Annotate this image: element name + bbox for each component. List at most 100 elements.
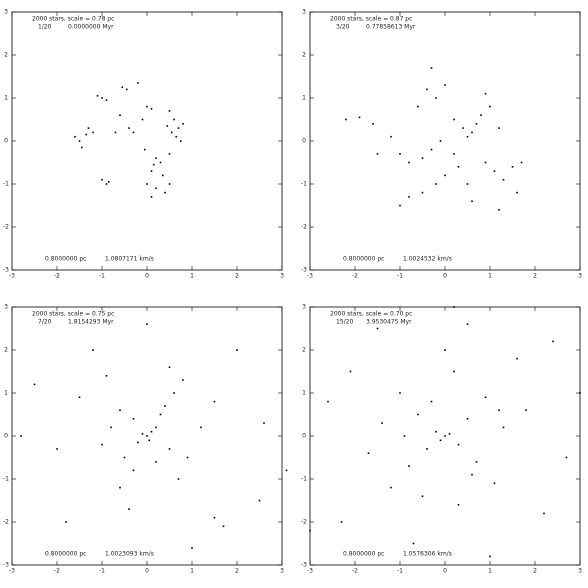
star [155, 426, 157, 429]
star [453, 306, 455, 308]
star [466, 135, 469, 138]
star [146, 323, 148, 325]
star [173, 392, 175, 394]
star [457, 504, 460, 506]
star [399, 392, 401, 394]
star [435, 97, 437, 99]
star [484, 396, 487, 399]
star [408, 196, 410, 198]
x-tick-label: 1 [488, 568, 492, 575]
star [408, 161, 410, 164]
x-tick-label: -1 [99, 273, 105, 280]
x-tick-label: -3 [307, 568, 313, 575]
x-tick-label: 0 [443, 568, 447, 575]
x-tick-label: 1 [190, 273, 194, 280]
x-tick-label: 3 [578, 568, 582, 575]
y-tick-label: 3 [4, 304, 8, 311]
star [110, 426, 112, 429]
panel-title: 2000 stars, scale = 0.87 pc [330, 16, 412, 23]
y-tick-label: -1 [301, 476, 307, 483]
x-tick-label: 3 [280, 273, 284, 280]
star [471, 131, 473, 134]
star [132, 469, 135, 472]
star [340, 521, 343, 523]
star [502, 178, 505, 181]
y-tick-label: -2 [3, 519, 9, 526]
star [92, 349, 94, 351]
star [177, 127, 180, 129]
star [87, 127, 90, 129]
y-tick-label: 3 [4, 9, 8, 16]
star [285, 469, 288, 472]
x-tick-label: -3 [307, 273, 313, 280]
star [475, 123, 478, 125]
star [56, 448, 58, 450]
time-label: 0.0000000 Myr [68, 24, 114, 31]
star [453, 118, 455, 121]
star [417, 105, 419, 108]
star [150, 170, 153, 172]
star [107, 181, 110, 183]
x-tick-label: 2 [235, 273, 239, 280]
star [96, 95, 99, 97]
y-tick-label: 0 [302, 433, 306, 440]
y-tick-label: 1 [4, 390, 8, 397]
star [191, 547, 193, 549]
star [65, 521, 67, 523]
star [175, 135, 178, 138]
y-tick-label: 1 [302, 390, 306, 397]
star [166, 125, 169, 127]
star [520, 161, 523, 164]
y-tick-label: -2 [3, 224, 9, 231]
x-tick-label: 0 [145, 568, 149, 575]
star [484, 92, 487, 95]
star [421, 191, 424, 194]
star [80, 146, 83, 149]
star [168, 366, 171, 368]
x-tick-label: -2 [54, 568, 60, 575]
star [258, 499, 261, 502]
velocity: 1.0023093 km/s [105, 551, 154, 558]
star [123, 456, 126, 459]
star [403, 435, 406, 437]
star [168, 153, 171, 155]
star [168, 110, 171, 112]
star [137, 82, 139, 84]
star [141, 433, 144, 435]
x-tick-label: -1 [99, 568, 105, 575]
length-scale: 0.8000000 pc [343, 551, 384, 558]
y-tick-label: 0 [4, 433, 8, 440]
star [173, 118, 175, 121]
star [565, 456, 568, 459]
star [399, 204, 401, 207]
star [222, 525, 225, 528]
star [179, 140, 182, 142]
star [453, 370, 455, 373]
frame-label: 7/20 [38, 319, 52, 326]
star [480, 114, 482, 116]
star [525, 409, 527, 411]
x-tick-label: 3 [578, 273, 582, 280]
star [155, 157, 157, 159]
star [150, 107, 153, 110]
star [146, 435, 148, 437]
star [101, 97, 103, 99]
star [263, 422, 265, 424]
star [168, 448, 171, 450]
star [236, 349, 238, 351]
star [444, 174, 446, 177]
y-tick-label: -3 [301, 562, 307, 569]
star [168, 183, 171, 185]
star [579, 392, 581, 394]
star [475, 461, 478, 463]
star [493, 170, 496, 172]
star [92, 131, 94, 134]
x-tick-label: 1 [488, 273, 492, 280]
star [132, 131, 135, 134]
velocity: 1.0576306 km/s [403, 551, 452, 558]
star [439, 439, 442, 442]
star [543, 512, 545, 515]
y-tick-label: -2 [301, 224, 307, 231]
star [213, 516, 216, 519]
